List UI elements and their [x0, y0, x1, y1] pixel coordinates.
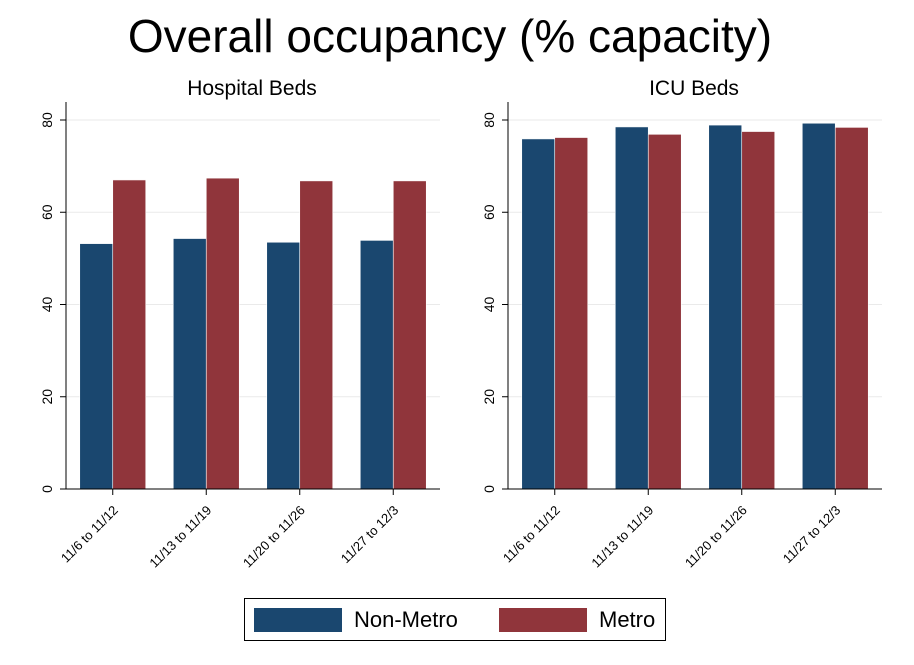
bar-non-metro-3	[708, 124, 743, 490]
bar-metro-1	[554, 137, 589, 490]
bar-non-metro-3	[266, 241, 301, 490]
bar-metro-2	[647, 133, 682, 490]
legend-swatch-non-metro	[254, 608, 342, 632]
y-tick-label: 20	[481, 389, 497, 405]
x-tick-label: 11/6 to 11/12	[58, 503, 121, 566]
bar-metro-1	[112, 179, 147, 490]
x-tick-label: 11/20 to 11/26	[682, 503, 750, 571]
chart-title: Overall occupancy (% capacity)	[127, 10, 773, 62]
y-tick-label: 40	[39, 297, 55, 313]
x-tick-label: 11/20 to 11/26	[240, 503, 308, 571]
x-tick-label: 11/27 to 12/3	[338, 503, 402, 567]
y-tick-label: 60	[481, 204, 497, 220]
x-tick-label: 11/6 to 11/12	[500, 503, 563, 566]
bar-metro-4	[392, 180, 427, 490]
legend: Non-Metro Metro	[244, 598, 666, 641]
y-tick-label: 0	[39, 485, 55, 493]
x-tick-label: 11/13 to 11/19	[588, 503, 656, 571]
bar-metro-3	[741, 131, 776, 490]
y-tick-label: 20	[39, 389, 55, 405]
bar-metro-3	[299, 180, 334, 490]
panel-title: ICU Beds	[649, 77, 739, 100]
legend-label-metro: Metro	[599, 607, 656, 632]
bar-non-metro-2	[172, 238, 207, 490]
icu-beds-panel: ICU Beds 0 20 40 60 80 11/6 to 11/12 11/13 to 1…	[481, 77, 882, 571]
y-tick-label: 80	[39, 112, 55, 128]
legend-swatch-metro	[499, 608, 587, 632]
x-tick-label: 11/27 to 12/3	[780, 503, 844, 567]
y-tick-label: 80	[481, 112, 497, 128]
x-tick-label: 11/13 to 11/19	[146, 503, 214, 571]
bar-non-metro-4	[359, 240, 394, 490]
y-tick-label: 0	[481, 485, 497, 493]
bar-non-metro-1	[79, 243, 114, 490]
hospital-beds-panel: Hospital Beds 0 20 40 60 80 11/6 to 11/12 11/13…	[39, 77, 440, 571]
panel-title: Hospital Beds	[187, 77, 317, 100]
y-tick-label: 40	[481, 297, 497, 313]
bar-metro-2	[205, 177, 240, 490]
bar-metro-4	[834, 127, 869, 490]
legend-label-non-metro: Non-Metro	[354, 607, 458, 632]
bar-non-metro-1	[521, 138, 556, 490]
bar-non-metro-4	[801, 122, 836, 490]
y-tick-label: 60	[39, 204, 55, 220]
bar-non-metro-2	[614, 126, 649, 490]
